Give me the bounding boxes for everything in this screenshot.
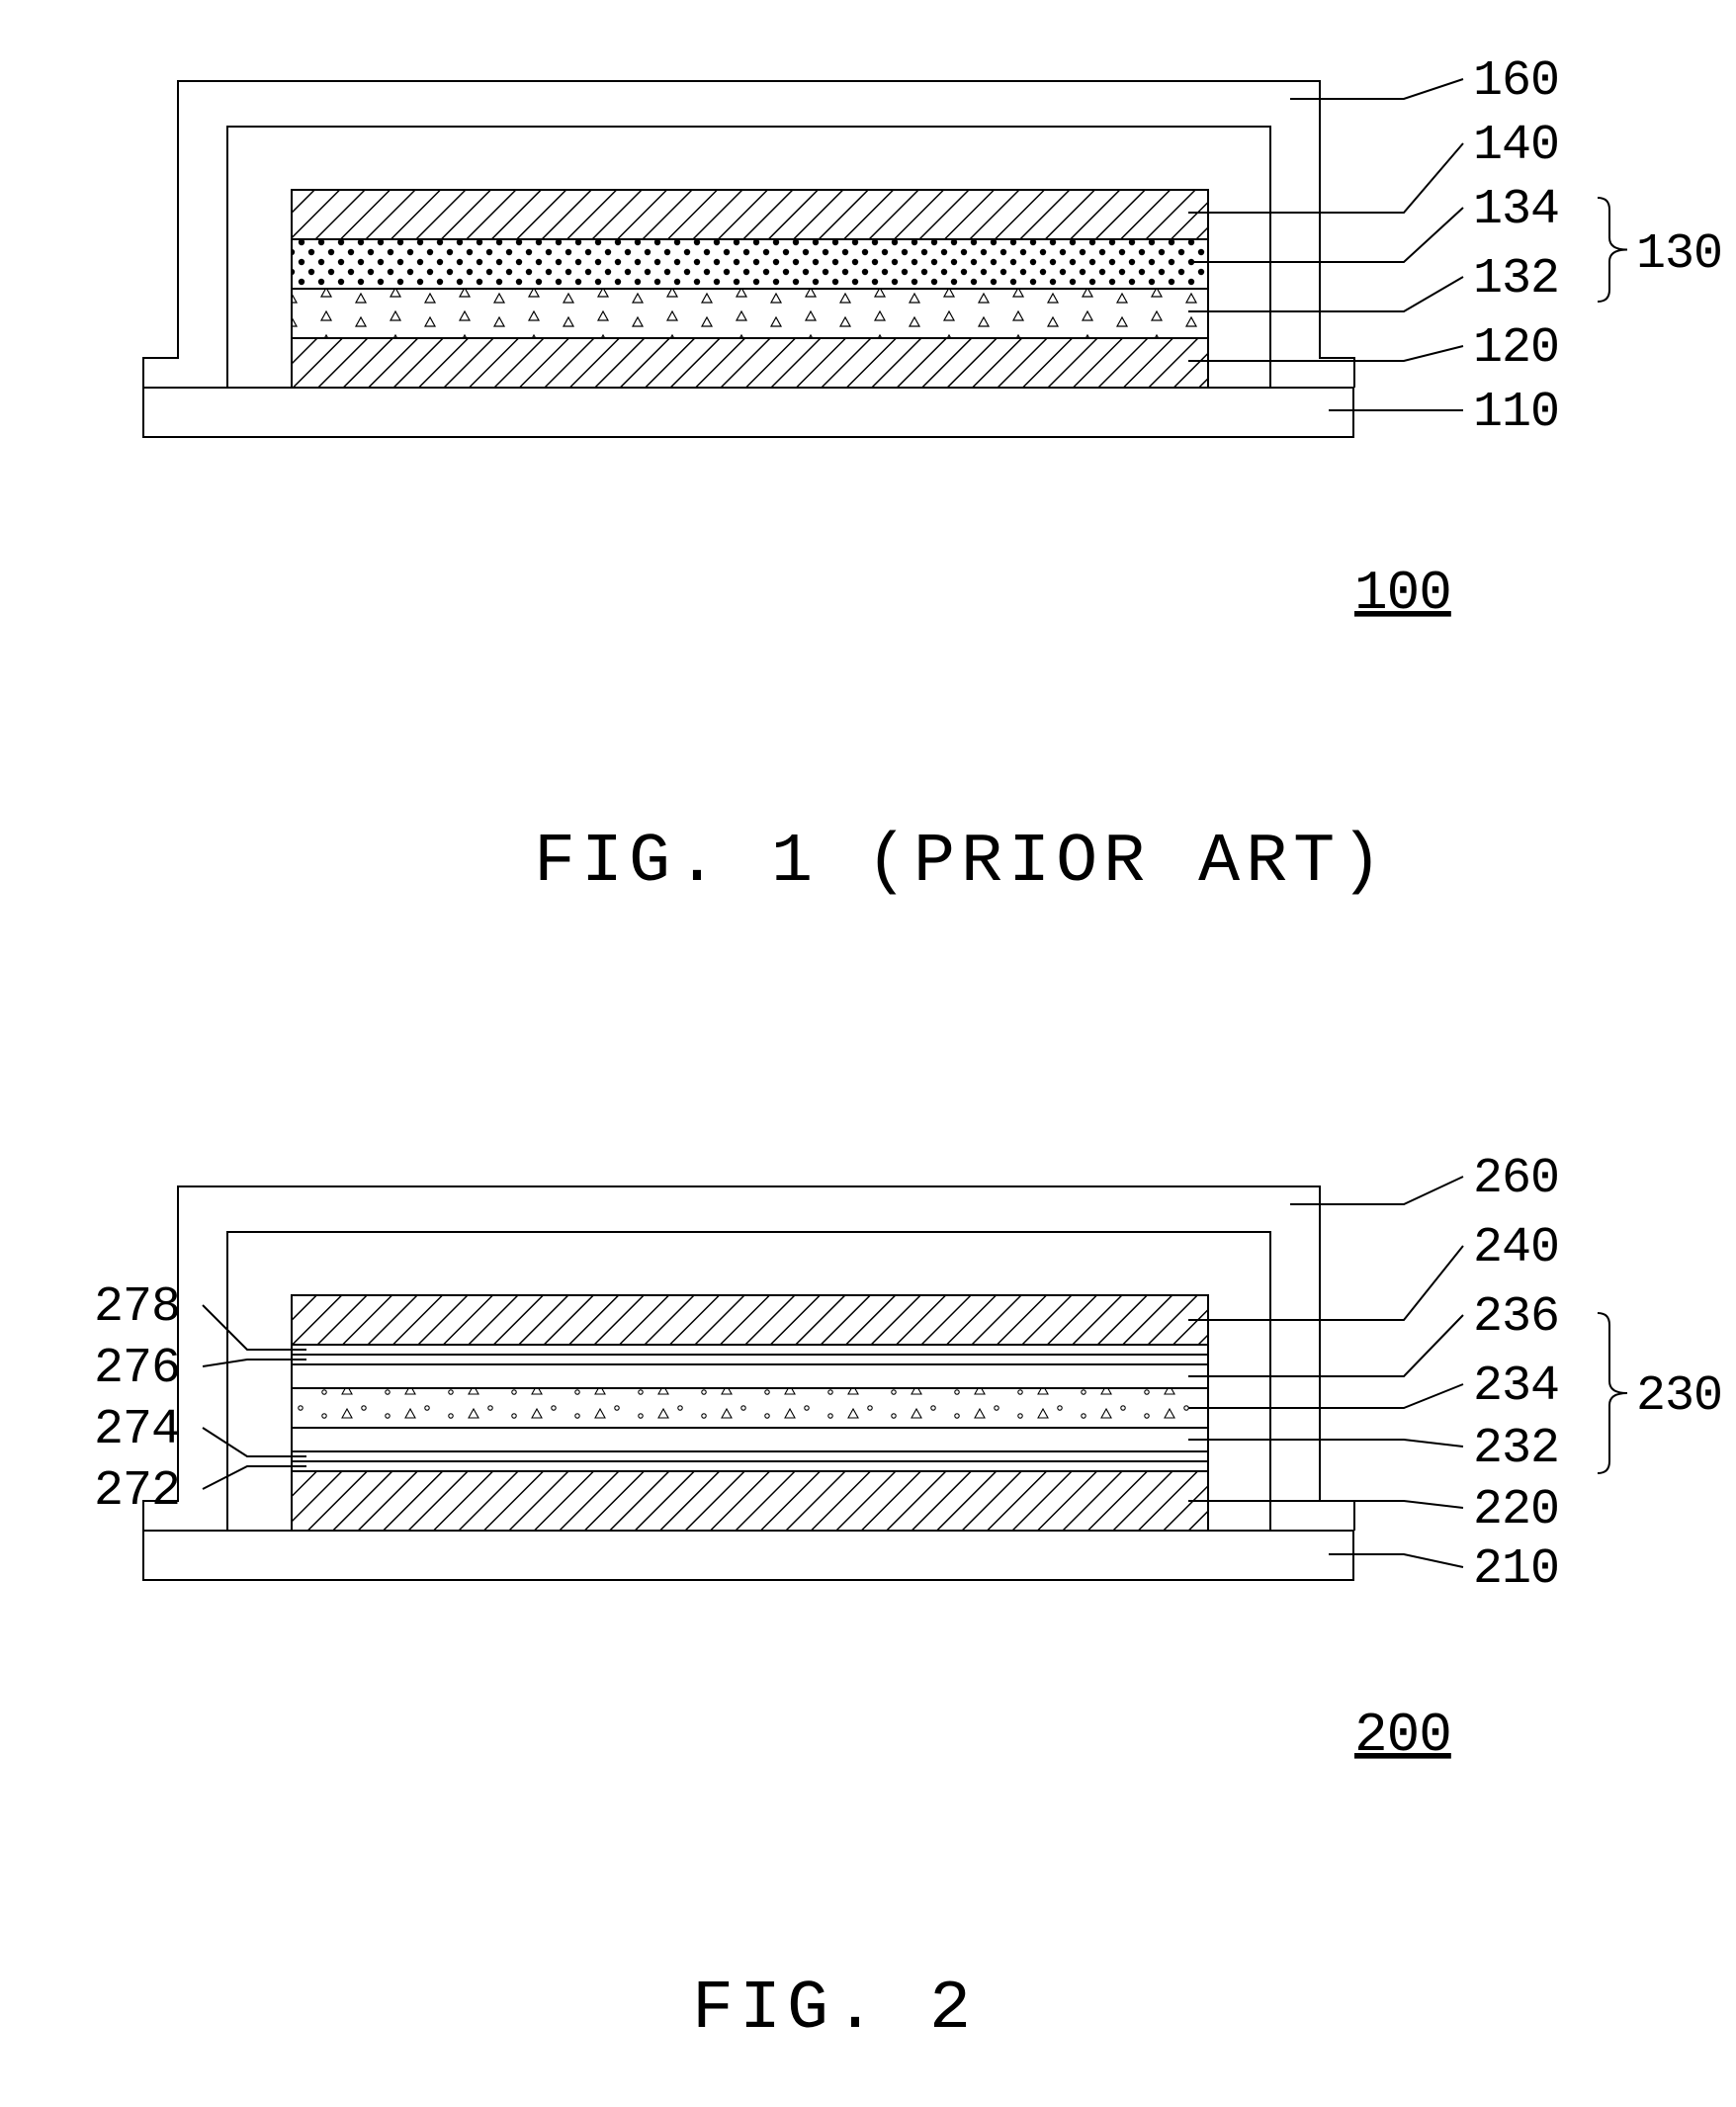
ref-label: 220 (1473, 1482, 1559, 1538)
layer-276 (292, 1355, 1208, 1364)
layer-272 (292, 1461, 1208, 1471)
figure-ref: 200 (1354, 1704, 1451, 1767)
ref-label: 260 (1473, 1151, 1559, 1207)
ref-label: 140 (1473, 118, 1559, 174)
substrate (143, 1531, 1353, 1580)
layer-140 (292, 190, 1208, 239)
substrate (143, 388, 1353, 437)
layer-236 (292, 1364, 1208, 1388)
ref-label: 110 (1473, 385, 1559, 441)
layer-278 (292, 1345, 1208, 1355)
figure-caption: FIG. 1 (PRIOR ART) (534, 824, 1388, 902)
leader-line (1290, 1177, 1463, 1204)
leader-line (1188, 208, 1463, 262)
ref-label: 160 (1473, 53, 1559, 110)
ref-label: 272 (94, 1463, 180, 1520)
leader-line (1188, 1384, 1463, 1408)
leader-line (1188, 143, 1463, 213)
ref-label: 234 (1473, 1359, 1559, 1415)
brace-label: 230 (1636, 1368, 1722, 1425)
leader-line (1188, 277, 1463, 311)
figure-ref: 100 (1354, 562, 1451, 625)
layer-274 (292, 1451, 1208, 1461)
ref-label: 276 (94, 1341, 180, 1397)
layer-134 (292, 239, 1208, 289)
layer-234 (292, 1388, 1208, 1428)
ref-label: 134 (1473, 182, 1559, 238)
ref-label: 278 (94, 1279, 180, 1336)
leader-line (1188, 1246, 1463, 1320)
ref-label: 240 (1473, 1220, 1559, 1276)
layer-240 (292, 1295, 1208, 1345)
layer-120 (292, 338, 1208, 388)
figure-caption: FIG. 2 (692, 1971, 977, 2049)
leader-line (1188, 1315, 1463, 1376)
brace (1598, 1313, 1627, 1473)
layer-132 (292, 289, 1208, 338)
brace (1598, 198, 1627, 302)
ref-label: 232 (1473, 1421, 1559, 1477)
ref-label: 120 (1473, 320, 1559, 377)
leader-line (1188, 1440, 1463, 1447)
layer-220 (292, 1471, 1208, 1531)
ref-label: 210 (1473, 1541, 1559, 1598)
layer-232 (292, 1428, 1208, 1451)
ref-label: 236 (1473, 1289, 1559, 1346)
brace-label: 130 (1636, 226, 1722, 283)
ref-label: 274 (94, 1402, 180, 1458)
leader-line (1188, 1501, 1463, 1508)
ref-label: 132 (1473, 251, 1559, 307)
